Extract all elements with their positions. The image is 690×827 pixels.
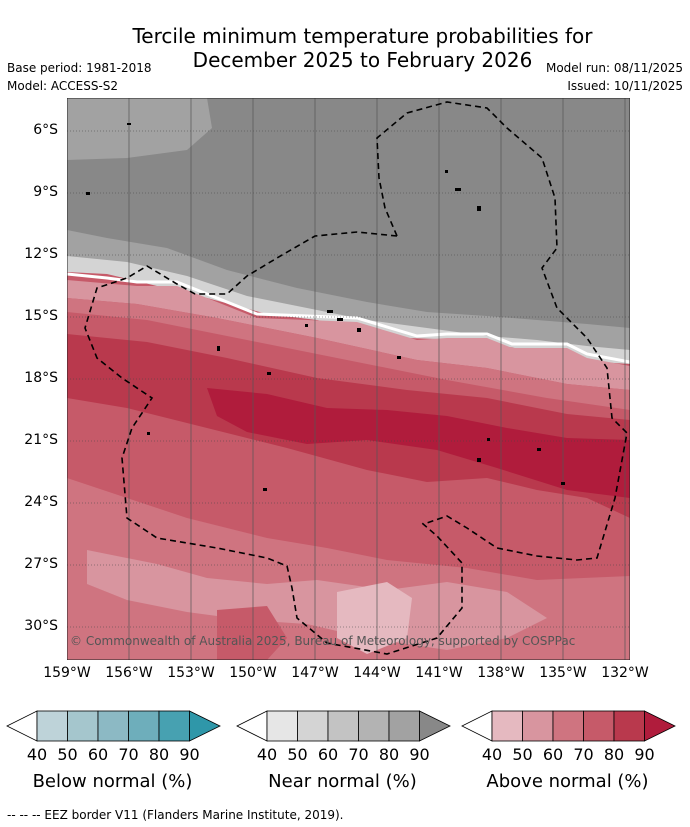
eez-borders [84,101,628,655]
above-normal-50-south [87,550,547,650]
below-swatch-under [6,710,38,742]
lat-label-12s: 12°S [24,246,58,262]
lon-label-150w: 150°W [229,665,277,681]
lat-label-27s: 27°S [24,556,58,572]
above-swatch-40-50 [491,710,523,742]
below-tick-40: 40 [26,745,48,764]
above-tick-80: 80 [603,745,625,764]
below-swatch-over [189,710,221,742]
legend-bar-below [6,710,221,742]
near-tick-70: 70 [348,745,369,764]
legend-title-below: Below normal (%) [32,771,193,792]
lon-label-156w: 156°W [105,665,153,681]
near-swatch-over [419,710,451,742]
legend-title-above: Above normal (%) [486,771,649,792]
near-tick-50: 50 [287,745,308,764]
above-swatch-80-90 [613,710,645,742]
lon-label-144w: 144°W [353,665,401,681]
below-swatch-70-80 [128,710,160,742]
below-swatch-40-50 [36,710,68,742]
near-swatch-50-60 [297,710,329,742]
below-swatch-60-70 [97,710,129,742]
above-tick-70: 70 [573,745,594,764]
above-swatch-70-80 [583,710,615,742]
near-tick-90: 90 [409,745,430,764]
near-normal-90-region [67,98,630,360]
near-tick-40: 40 [256,745,278,764]
below-tick-90: 90 [179,745,200,764]
legend-title-near: Near normal (%) [268,771,417,792]
above-normal-40-south [337,582,412,654]
below-tick-80: 80 [148,745,170,764]
near-tick-60: 60 [317,745,339,764]
base-period: Base period: 1981-2018 [7,61,152,75]
near-normal-60-band [67,256,630,364]
lat-label-15s: 15°S [24,308,58,324]
above-normal-70-south [217,606,287,660]
above-swatch-under [461,710,493,742]
above-swatch-over [644,710,676,742]
near-tick-80: 80 [378,745,400,764]
lon-label-135w: 135°W [539,665,587,681]
above-swatch-50-60 [522,710,554,742]
lat-label-21s: 21°S [24,432,58,448]
lat-label-9s: 9°S [33,184,58,200]
lat-label-30s: 30°S [24,618,58,634]
near-swatch-60-70 [327,710,359,742]
above-tick-50: 50 [512,745,533,764]
above-swatch-60-70 [552,710,584,742]
near-swatch-under [236,710,268,742]
issued-date: Issued: 10/11/2025 [567,79,683,93]
islands [86,123,565,491]
lat-label-6s: 6°S [33,122,58,138]
lat-label-18s: 18°S [24,370,58,386]
eez-footnote: -- -- -- EEZ border V11 (Flanders Marine… [7,808,344,822]
title-line-2: December 2025 to February 2026 [192,48,533,72]
model-name: Model: ACCESS-S2 [7,79,119,93]
legend-bar-near [236,710,451,742]
near-swatch-40-50 [266,710,298,742]
near-normal-80-band [67,230,630,360]
lon-label-132w: 132°W [601,665,649,681]
above-tick-40: 40 [481,745,503,764]
latitude-gridlines [67,130,630,628]
above-tick-90: 90 [634,745,655,764]
lon-label-141w: 141°W [415,665,463,681]
lat-label-24s: 24°S [24,494,58,510]
meta-left: Base period: 1981-2018 Model: ACCESS-S2 [7,59,152,95]
near-swatch-70-80 [358,710,390,742]
above-normal-60-band [67,298,630,410]
legend-bar-above [461,710,676,742]
below-tick-50: 50 [57,745,78,764]
near-normal-80-nw [67,98,212,160]
lon-label-159w: 159°W [43,665,91,681]
model-run: Model run: 08/11/2025 [545,61,683,75]
lon-label-147w: 147°W [291,665,339,681]
near-swatch-80-90 [388,710,420,742]
above-tick-60: 60 [542,745,564,764]
lon-label-153w: 153°W [167,665,215,681]
below-tick-60: 60 [87,745,109,764]
lon-label-138w: 138°W [477,665,525,681]
above-normal-90-region [207,388,630,498]
title-line-1: Tercile minimum temperature probabilitie… [132,24,593,48]
copyright-notice: © Commonwealth of Australia 2025, Bureau… [70,634,576,648]
meta-right: Model run: 08/11/2025 Issued: 10/11/2025 [546,59,683,95]
probability-map [67,98,630,660]
below-tick-70: 70 [118,745,139,764]
longitude-gridlines [67,98,626,660]
below-swatch-50-60 [67,710,99,742]
below-swatch-80-90 [158,710,190,742]
map-title: Tercile minimum temperature probabilitie… [0,24,690,72]
above-normal-50-band [67,280,630,390]
